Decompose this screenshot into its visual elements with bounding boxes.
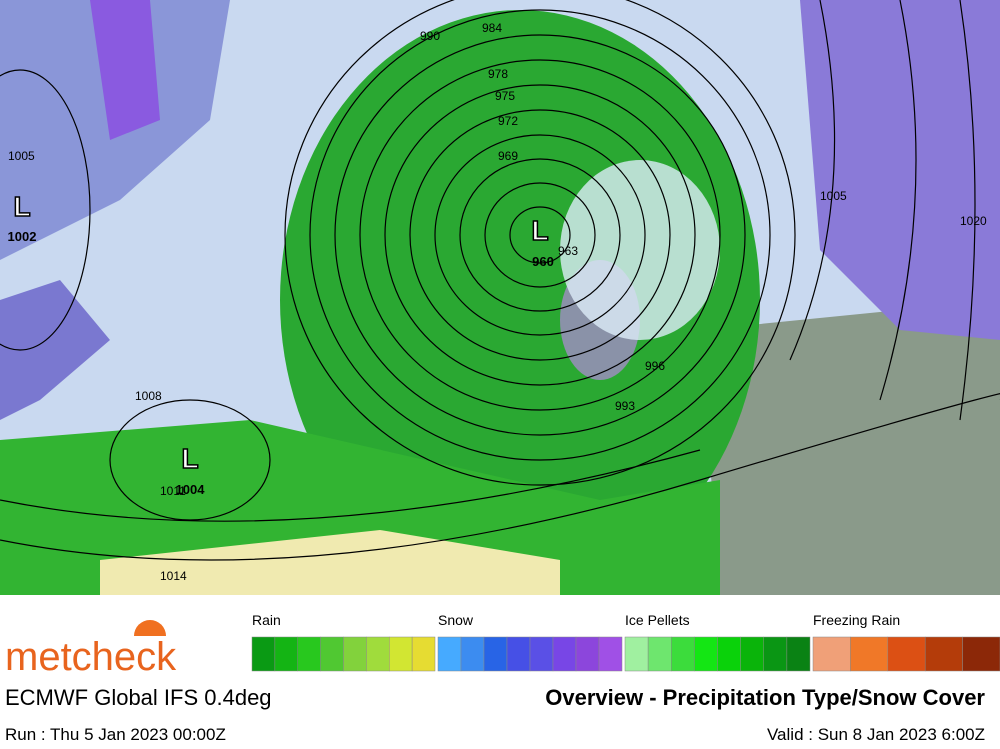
isobar-label: 1020 <box>960 214 987 228</box>
isobar-label: 969 <box>498 149 518 163</box>
legend-swatch <box>251 636 276 672</box>
low-symbol: L <box>531 215 548 246</box>
isobar-label: 978 <box>488 67 508 81</box>
low-symbol: L <box>13 191 30 222</box>
scandinavia-snow <box>800 0 1000 340</box>
isobar-label: 975 <box>495 89 515 103</box>
isobar-label: 1008 <box>135 389 162 403</box>
legend-swatch <box>552 636 577 672</box>
isobar-label: 1014 <box>160 569 187 583</box>
legend-swatch <box>763 636 788 672</box>
dry-area <box>560 160 720 340</box>
legend-swatch <box>320 636 344 672</box>
legend-swatch <box>437 636 462 672</box>
legend-swatch <box>786 636 811 672</box>
legend-swatch <box>389 636 413 672</box>
legend-label: Ice Pellets <box>625 612 690 628</box>
legend-swatch <box>366 636 390 672</box>
legend-swatch <box>671 636 695 672</box>
legend-swatch <box>924 636 963 672</box>
legend-swatch <box>343 636 367 672</box>
logo: metcheck <box>5 620 180 679</box>
legend: Rain Snow Ice Pellets Freezing Rain <box>251 612 1000 672</box>
legend-swatch <box>647 636 672 672</box>
legend-swatch <box>887 636 926 672</box>
legend-label: Rain <box>252 612 281 628</box>
legend-swatch <box>717 636 741 672</box>
legend-swatch <box>962 636 1000 672</box>
isobar-label: 990 <box>420 29 440 43</box>
europe-land <box>700 300 1000 595</box>
chart-title: Overview - Precipitation Type/Snow Cover <box>545 685 985 710</box>
legend-swatch <box>460 636 485 672</box>
legend-label: Snow <box>438 612 474 628</box>
isobar-label: 1005 <box>820 189 847 203</box>
isobar-labels: 990 984 978 975 972 969 963 1005 1008 10… <box>8 21 987 583</box>
low-pressure: 1004 <box>176 482 206 497</box>
legend-swatch <box>411 636 436 672</box>
legend-swatch <box>598 636 623 672</box>
run-time: Run : Thu 5 Jan 2023 00:00Z <box>5 725 226 744</box>
legend-swatch <box>624 636 649 672</box>
legend-swatch <box>529 636 554 672</box>
isobar-label: 993 <box>615 399 635 413</box>
isobar-label: 1011 <box>160 484 186 498</box>
isobar-label: 984 <box>482 21 502 35</box>
legend-swatch <box>483 636 508 672</box>
legend-swatch <box>297 636 321 672</box>
legend-swatch <box>812 636 851 672</box>
valid-time: Valid : Sun 8 Jan 2023 6:00Z <box>767 725 985 744</box>
canada-snow <box>0 280 110 420</box>
logo-text: metcheck <box>5 635 177 679</box>
legend-label: Freezing Rain <box>813 612 900 628</box>
light-area <box>100 530 560 595</box>
isobar-label: 972 <box>498 114 518 128</box>
low-symbol: L <box>181 443 198 474</box>
isobars <box>0 0 1000 561</box>
rain-band <box>0 420 720 595</box>
legend-swatch <box>506 636 531 672</box>
legend-swatch <box>740 636 764 672</box>
snow-heavy <box>90 0 160 140</box>
isobar-label: 963 <box>558 244 578 258</box>
low-pressure: 960 <box>532 254 554 269</box>
legend-swatch <box>575 636 600 672</box>
isobar-label: 996 <box>645 359 665 373</box>
isobar-label: 1005 <box>8 149 35 163</box>
legend-swatch <box>850 636 889 672</box>
low-pressure: 1002 <box>8 229 37 244</box>
lows: L 960 L 1002 L 1004 <box>8 190 554 497</box>
model-name: ECMWF Global IFS 0.4deg <box>5 685 272 710</box>
legend-swatch <box>694 636 718 672</box>
legend-swatch <box>274 636 298 672</box>
